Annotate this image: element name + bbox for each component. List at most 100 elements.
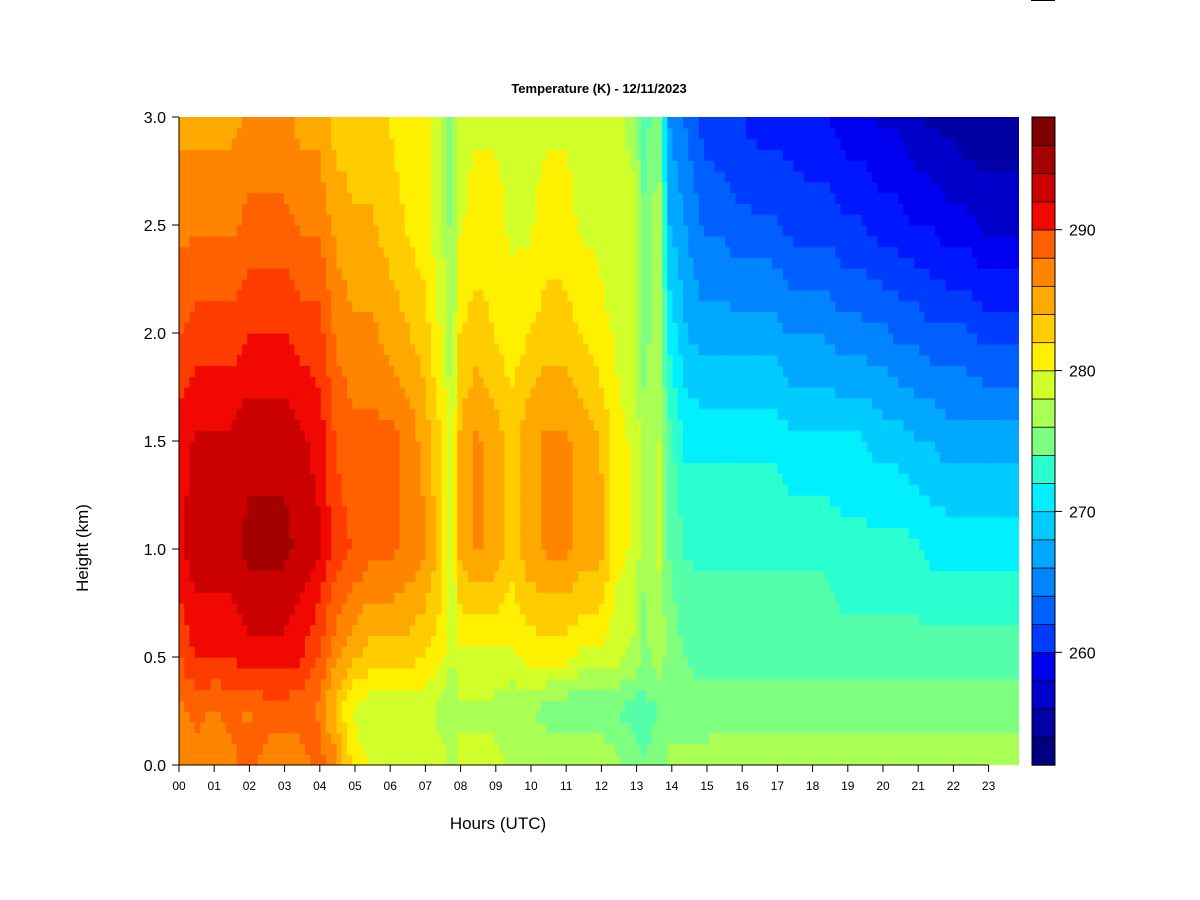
heatmap-cell bbox=[452, 711, 458, 723]
heatmap-cell bbox=[509, 311, 516, 323]
heatmap-cell bbox=[515, 700, 521, 712]
heatmap-cell bbox=[567, 754, 574, 765]
heatmap-cell bbox=[425, 408, 432, 420]
heatmap-cell bbox=[378, 192, 385, 204]
heatmap-cell bbox=[457, 117, 464, 129]
heatmap-cell bbox=[268, 289, 275, 302]
heatmap-cell bbox=[184, 160, 191, 172]
heatmap-cell bbox=[557, 354, 563, 366]
heatmap-cell bbox=[530, 495, 537, 507]
heatmap-cell bbox=[221, 732, 227, 744]
heatmap-cell bbox=[399, 257, 406, 269]
heatmap-cell bbox=[299, 138, 306, 150]
heatmap-cell bbox=[179, 732, 185, 744]
heatmap-cell bbox=[394, 430, 401, 442]
heatmap-cell bbox=[578, 138, 584, 150]
heatmap-cell bbox=[236, 333, 243, 345]
heatmap-cell bbox=[294, 343, 301, 356]
heatmap-cell bbox=[557, 559, 563, 572]
heatmap-cell bbox=[305, 289, 311, 302]
heatmap-cell bbox=[399, 365, 406, 377]
heatmap-cell bbox=[378, 484, 385, 496]
heatmap-cell bbox=[179, 559, 185, 572]
heatmap-cell bbox=[404, 505, 411, 518]
heatmap-cell bbox=[268, 527, 275, 539]
heatmap-cell bbox=[541, 376, 548, 388]
heatmap-cell bbox=[546, 268, 553, 280]
heatmap-cell bbox=[599, 721, 605, 734]
heatmap-cell bbox=[504, 225, 511, 237]
heatmap-cell bbox=[536, 689, 542, 701]
heatmap-cell bbox=[336, 732, 343, 744]
heatmap-cell bbox=[294, 581, 301, 593]
heatmap-cell bbox=[499, 149, 506, 161]
heatmap-cell bbox=[205, 289, 212, 302]
heatmap-cell bbox=[347, 333, 353, 345]
heatmap-cell bbox=[488, 484, 495, 496]
heatmap-cell bbox=[578, 257, 584, 269]
heatmap-cell bbox=[572, 192, 579, 204]
heatmap-cell bbox=[446, 473, 453, 485]
heatmap-cell bbox=[593, 408, 600, 420]
heatmap-cell bbox=[562, 689, 569, 701]
heatmap-cell bbox=[583, 581, 590, 593]
heatmap-cell bbox=[278, 322, 285, 334]
heatmap-cell bbox=[494, 743, 500, 755]
heatmap-cell bbox=[541, 365, 548, 377]
heatmap-cell bbox=[478, 376, 485, 388]
heatmap-cell bbox=[352, 505, 359, 518]
heatmap-cell bbox=[431, 711, 437, 723]
heatmap-cell bbox=[483, 192, 490, 204]
heatmap-cell bbox=[425, 214, 432, 226]
heatmap-cell bbox=[383, 451, 390, 464]
heatmap-cell bbox=[504, 192, 511, 204]
heatmap-cell bbox=[588, 322, 595, 334]
heatmap-cell bbox=[278, 613, 285, 626]
heatmap-cell bbox=[200, 181, 206, 194]
heatmap-cell bbox=[515, 581, 521, 593]
heatmap-cell bbox=[368, 559, 374, 572]
heatmap-cell bbox=[478, 397, 485, 410]
heatmap-cell bbox=[567, 268, 574, 280]
heatmap-cell bbox=[389, 613, 395, 626]
heatmap-cell bbox=[394, 333, 401, 345]
heatmap-cell bbox=[247, 268, 254, 280]
heatmap-cell bbox=[194, 376, 201, 388]
heatmap-cell bbox=[530, 754, 537, 765]
heatmap-cell bbox=[247, 754, 254, 765]
heatmap-cell bbox=[362, 333, 369, 345]
heatmap-cell bbox=[583, 495, 590, 507]
heatmap-cell bbox=[242, 343, 248, 356]
heatmap-cell bbox=[588, 343, 595, 356]
heatmap-cell bbox=[341, 365, 348, 377]
heatmap-cell bbox=[567, 430, 574, 442]
heatmap-cell bbox=[278, 549, 285, 561]
heatmap-cell bbox=[614, 721, 621, 734]
heatmap-cell bbox=[289, 473, 296, 485]
heatmap-cell bbox=[415, 430, 422, 442]
heatmap-cell bbox=[467, 743, 474, 755]
heatmap-cell bbox=[494, 441, 500, 453]
heatmap-cell bbox=[268, 495, 275, 507]
heatmap-cell bbox=[373, 441, 380, 453]
heatmap-cell bbox=[541, 700, 548, 712]
heatmap-cell bbox=[583, 441, 590, 453]
heatmap-cell bbox=[546, 181, 553, 194]
heatmap-cell bbox=[572, 570, 579, 582]
heatmap-cell bbox=[268, 397, 275, 410]
heatmap-cell bbox=[425, 462, 432, 474]
heatmap-cell bbox=[530, 322, 537, 334]
heatmap-cell bbox=[431, 268, 437, 280]
heatmap-cell bbox=[530, 635, 537, 647]
heatmap-cell bbox=[226, 387, 233, 399]
heatmap-cell bbox=[326, 667, 332, 680]
heatmap-cell bbox=[252, 592, 259, 604]
heatmap-cell bbox=[263, 365, 269, 377]
heatmap-cell bbox=[425, 667, 432, 680]
heatmap-cell bbox=[336, 516, 343, 528]
heatmap-cell bbox=[509, 181, 516, 194]
heatmap-cell bbox=[473, 181, 479, 194]
heatmap-cell bbox=[242, 743, 248, 755]
heatmap-cell bbox=[357, 700, 364, 712]
heatmap-cell bbox=[562, 171, 569, 183]
